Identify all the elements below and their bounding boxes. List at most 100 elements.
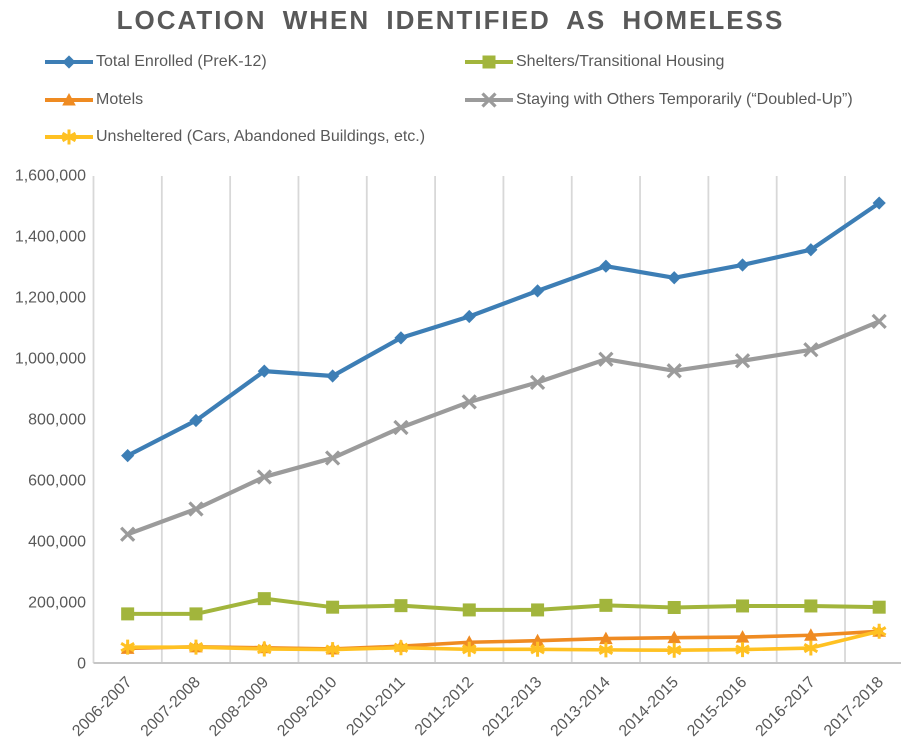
asterisk-marker-icon — [871, 623, 887, 639]
x-tick-label: 2010-2011 — [343, 674, 408, 739]
triangle-marker-icon — [667, 630, 682, 644]
chart-legend: Total Enrolled (PreK-12) Shelters/Transit… — [0, 0, 901, 160]
square-marker-icon — [326, 600, 340, 614]
x-marker-icon — [188, 501, 204, 517]
x-marker-icon — [481, 92, 497, 108]
diamond-marker-icon — [530, 284, 545, 298]
x-marker-icon — [393, 419, 409, 436]
square-marker-icon — [599, 598, 613, 612]
y-tick-label: 1,200,000 — [15, 290, 86, 307]
diamond-marker-icon — [735, 258, 750, 272]
asterisk-marker-icon — [462, 641, 477, 657]
asterisk-marker-icon — [393, 640, 409, 656]
x-marker-icon — [598, 351, 614, 367]
triangle-marker-icon — [62, 93, 76, 106]
y-tick-label: 1,600,000 — [15, 168, 86, 185]
x-marker-icon — [803, 342, 819, 358]
legend-label-unsheltered: Unsheltered (Cars, Abandoned Buildings, … — [96, 128, 426, 145]
y-tick-label: 200,000 — [28, 595, 86, 612]
x-tick-label: 2009-2010 — [274, 674, 340, 740]
diamond-marker-icon — [872, 196, 886, 210]
series-total_enrolled — [121, 196, 886, 463]
asterisk-marker-icon — [735, 642, 750, 658]
legend-item-unsheltered: Unsheltered (Cars, Abandoned Buildings, … — [45, 128, 425, 146]
legend-label-total_enrolled: Total Enrolled (PreK-12) — [96, 53, 267, 70]
series-unsheltered — [120, 623, 887, 658]
x-marker-icon — [120, 526, 136, 542]
x-marker-icon — [734, 353, 751, 369]
series-line-total_enrolled — [126, 201, 881, 458]
triangle-marker-icon — [804, 628, 818, 641]
legend-label-motels: Motels — [96, 91, 144, 108]
x-marker-icon — [324, 450, 341, 466]
diamond-marker-icon — [121, 449, 135, 463]
x-axis-labels: 2006-2007 2007-2008 2008-2009 2009-2010 2010… — [69, 674, 887, 740]
asterisk-marker-icon — [325, 642, 340, 658]
asterisk-marker-icon — [257, 641, 272, 657]
triangle-legend-icon — [45, 93, 93, 106]
gridlines — [92, 176, 846, 663]
legend-item-total_enrolled: Total Enrolled (PreK-12) — [45, 53, 267, 71]
diamond-marker-icon — [257, 364, 271, 378]
legend-item-motels: Motels — [45, 91, 143, 109]
triangle-marker-icon — [599, 631, 613, 645]
asterisk-marker-icon — [666, 642, 682, 658]
y-tick-label: 800,000 — [28, 412, 86, 429]
square-marker-icon — [121, 607, 135, 621]
y-tick-label: 0 — [77, 656, 86, 673]
x-marker-icon — [461, 394, 477, 410]
square-marker-icon — [667, 600, 681, 614]
y-tick-label: 1,000,000 — [15, 351, 86, 368]
x-legend-icon — [465, 92, 513, 108]
square-legend-icon — [465, 55, 513, 69]
y-tick-label: 600,000 — [28, 473, 86, 490]
legend-label-doubled_up: Staying with Others Temporarily (“Double… — [516, 91, 853, 108]
diamond-marker-icon — [599, 259, 613, 273]
series-line-doubled_up — [126, 319, 880, 537]
x-marker-icon — [666, 363, 682, 379]
asterisk-marker-icon — [188, 639, 204, 655]
legend-label-shelters: Shelters/Transitional Housing — [516, 53, 725, 70]
legend-item-doubled_up: Staying with Others Temporarily (“Double… — [465, 91, 853, 109]
x-tick-label: 2017-2018 — [821, 674, 887, 740]
diamond-marker-icon — [462, 309, 476, 324]
diamond-marker-icon — [189, 413, 203, 428]
triangle-marker-icon — [735, 630, 750, 643]
y-tick-label: 400,000 — [28, 534, 86, 551]
asterisk-marker-icon — [803, 640, 819, 656]
square-marker-icon — [482, 55, 496, 69]
x-tick-label: 2006-2007 — [69, 674, 135, 740]
x-tick-label: 2016-2017 — [753, 674, 819, 740]
x-marker-icon — [256, 469, 272, 485]
square-marker-icon — [462, 603, 476, 617]
square-marker-icon — [257, 592, 271, 606]
legend-item-shelters: Shelters/Transitional Housing — [465, 53, 724, 71]
square-marker-icon — [804, 599, 818, 613]
asterisk-marker-icon — [120, 639, 135, 655]
square-marker-icon — [189, 607, 203, 621]
square-marker-icon — [872, 600, 886, 614]
asterisk-marker-icon — [530, 641, 545, 657]
square-marker-icon — [394, 599, 408, 613]
x-marker-icon — [529, 374, 546, 391]
series-line-shelters — [127, 596, 880, 616]
x-tick-label: 2008-2009 — [206, 674, 272, 740]
diamond-marker-icon — [394, 331, 408, 345]
triangle-marker-icon — [462, 635, 477, 648]
asterisk-marker-icon — [598, 642, 614, 658]
square-marker-icon — [736, 599, 750, 613]
triangle-marker-icon — [530, 633, 545, 647]
x-tick-label: 2011-2012 — [412, 674, 477, 739]
series-doubled_up — [120, 313, 887, 542]
square-marker-icon — [531, 603, 545, 617]
x-marker-icon — [871, 313, 887, 330]
asterisk-marker-icon — [61, 129, 77, 145]
series-line-unsheltered — [127, 629, 880, 652]
diamond-marker-icon — [804, 243, 818, 257]
y-axis-labels: 0 200,000 400,000 600,000 800,000 1,000,000 1,… — [15, 168, 86, 673]
asterisk-legend-icon — [45, 129, 93, 145]
chart-title: LOCATION WHEN IDENTIFIED AS HOMELESS — [116, 5, 785, 35]
diamond-marker-icon — [326, 369, 340, 383]
x-tick-label: 2013-2014 — [548, 674, 614, 740]
